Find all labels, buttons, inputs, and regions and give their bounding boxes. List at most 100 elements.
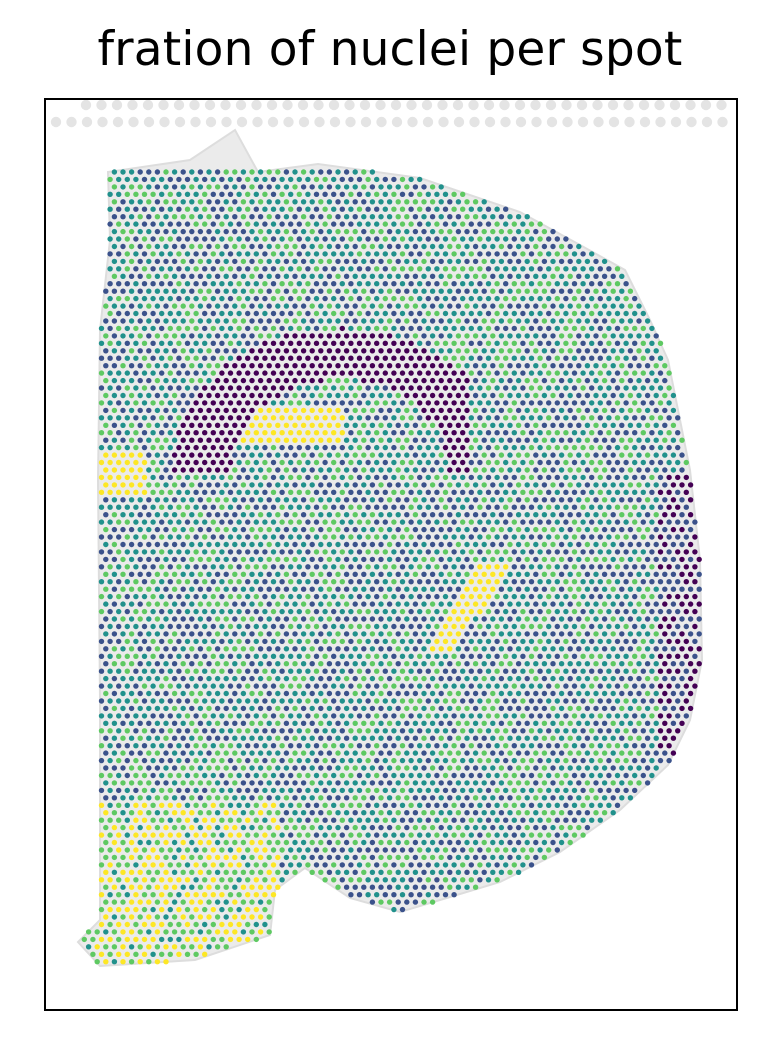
data-spot bbox=[528, 489, 535, 495]
data-spot bbox=[468, 504, 474, 510]
data-spot bbox=[352, 631, 358, 637]
data-spot bbox=[318, 556, 324, 563]
data-spot bbox=[567, 586, 573, 592]
data-spot bbox=[576, 303, 582, 309]
data-spot bbox=[623, 623, 629, 630]
data-spot bbox=[533, 571, 539, 577]
data-spot bbox=[283, 214, 290, 220]
data-spot bbox=[107, 295, 113, 302]
data-spot bbox=[257, 482, 264, 488]
data-spot bbox=[98, 668, 105, 674]
data-spot bbox=[425, 549, 431, 555]
data-spot bbox=[447, 571, 453, 577]
data-spot bbox=[253, 266, 259, 272]
data-spot bbox=[339, 251, 345, 257]
data-spot bbox=[511, 444, 517, 451]
data-spot bbox=[219, 340, 225, 346]
data-spot bbox=[184, 728, 191, 734]
data-spot bbox=[580, 370, 586, 376]
data-spot bbox=[593, 422, 599, 428]
data-spot bbox=[206, 407, 212, 414]
data-spot bbox=[520, 668, 526, 674]
data-spot bbox=[356, 683, 363, 689]
data-spot bbox=[292, 526, 298, 533]
data-spot bbox=[352, 377, 358, 384]
data-spot bbox=[662, 586, 668, 592]
data-spot bbox=[154, 437, 161, 443]
data-spot bbox=[644, 526, 651, 533]
data-spot bbox=[300, 303, 307, 309]
data-spot bbox=[305, 355, 311, 361]
data-spot bbox=[627, 377, 634, 384]
data-spot bbox=[163, 497, 169, 503]
data-spot bbox=[107, 206, 113, 212]
data-spot bbox=[154, 631, 161, 637]
data-spot bbox=[451, 668, 457, 674]
data-spot bbox=[481, 631, 487, 637]
data-spot bbox=[589, 564, 595, 570]
data-spot bbox=[520, 489, 526, 495]
data-spot bbox=[386, 288, 393, 294]
data-spot bbox=[356, 176, 363, 183]
data-spot bbox=[679, 571, 685, 577]
data-spot bbox=[472, 675, 479, 682]
data-spot bbox=[498, 661, 505, 667]
data-spot bbox=[571, 325, 578, 332]
data-spot bbox=[421, 243, 427, 250]
data-spot bbox=[386, 437, 393, 443]
data-spot bbox=[189, 258, 195, 265]
data-spot bbox=[361, 661, 367, 667]
data-spot bbox=[275, 497, 281, 503]
data-spot bbox=[425, 653, 431, 659]
data-spot bbox=[550, 601, 556, 607]
data-spot bbox=[206, 735, 212, 741]
data-spot bbox=[374, 385, 380, 391]
data-spot bbox=[365, 728, 371, 734]
data-spot bbox=[395, 705, 401, 712]
data-spot bbox=[412, 512, 419, 518]
data-spot bbox=[438, 556, 444, 563]
data-spot bbox=[300, 452, 307, 458]
data-spot bbox=[266, 184, 272, 190]
data-spot bbox=[210, 534, 216, 540]
data-spot bbox=[391, 474, 397, 481]
data-spot bbox=[468, 325, 474, 332]
data-spot bbox=[133, 623, 139, 630]
data-spot bbox=[515, 526, 522, 533]
data-spot bbox=[223, 377, 229, 384]
data-spot bbox=[571, 385, 578, 391]
data-spot bbox=[266, 631, 272, 637]
data-spot bbox=[116, 400, 122, 406]
data-spot bbox=[451, 713, 457, 719]
data-spot bbox=[309, 273, 315, 279]
data-spot bbox=[451, 400, 457, 406]
data-spot bbox=[193, 549, 199, 555]
data-spot bbox=[386, 214, 393, 220]
data-spot bbox=[567, 601, 573, 607]
data-spot bbox=[546, 400, 552, 406]
data-spot bbox=[644, 482, 651, 488]
data-spot bbox=[206, 169, 212, 175]
data-spot bbox=[352, 303, 358, 309]
data-spot bbox=[589, 340, 595, 346]
data-spot bbox=[429, 631, 436, 637]
data-spot bbox=[275, 258, 281, 265]
data-spot bbox=[137, 497, 143, 503]
data-spot bbox=[490, 228, 496, 235]
data-spot bbox=[640, 728, 646, 734]
data-spot bbox=[567, 497, 573, 503]
data-spot bbox=[627, 422, 634, 428]
data-spot bbox=[425, 638, 431, 645]
data-spot bbox=[318, 571, 324, 577]
data-spot bbox=[210, 504, 216, 510]
data-spot bbox=[507, 526, 513, 533]
data-spot bbox=[146, 586, 152, 592]
data-spot bbox=[593, 333, 599, 339]
data-spot bbox=[253, 295, 259, 302]
data-spot bbox=[352, 720, 358, 726]
data-spot bbox=[640, 698, 646, 704]
data-spot bbox=[253, 310, 259, 317]
data-spot bbox=[619, 497, 625, 503]
data-spot bbox=[202, 683, 208, 689]
data-spot bbox=[460, 340, 466, 346]
